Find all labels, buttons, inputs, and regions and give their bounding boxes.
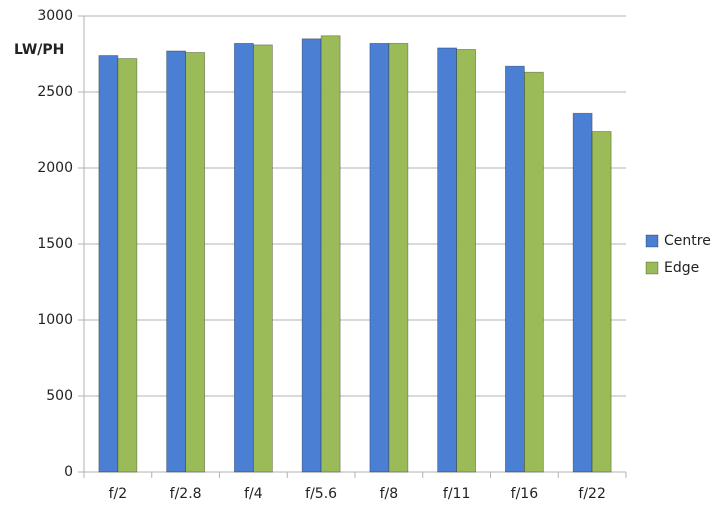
x-tick-label: f/8 — [380, 486, 399, 502]
bar — [185, 52, 206, 473]
x-tick-label: f/4 — [244, 486, 263, 502]
legend-swatch — [645, 261, 659, 275]
bar — [98, 55, 119, 473]
bar — [369, 42, 390, 473]
y-tick-label: 2500 — [37, 84, 73, 100]
x-tick-label: f/22 — [578, 486, 605, 502]
x-tick-label: f/5.6 — [305, 486, 337, 502]
legend-label: Edge — [664, 260, 699, 276]
bar — [166, 50, 187, 473]
x-tick-label: f/2.8 — [170, 486, 202, 502]
bar — [437, 47, 458, 473]
bar — [572, 112, 593, 473]
bar — [591, 131, 612, 473]
legend-label: Centre — [664, 233, 711, 249]
bar — [504, 65, 525, 473]
y-tick-label: 500 — [46, 388, 73, 404]
bar — [252, 44, 273, 473]
bar — [117, 58, 138, 473]
bar — [523, 71, 544, 473]
bar — [301, 38, 322, 473]
y-tick-label: 0 — [64, 464, 73, 480]
x-tick-label: f/16 — [511, 486, 539, 502]
y-tick-label: 2000 — [37, 160, 73, 176]
bar — [456, 49, 477, 473]
y-tick-label: 1000 — [37, 312, 73, 328]
bar — [320, 35, 341, 473]
y-axis-label: LW/PH — [14, 42, 64, 58]
x-tick-label: f/2 — [109, 486, 128, 502]
bar — [233, 42, 254, 473]
y-tick-label: 1500 — [37, 236, 73, 252]
bar — [388, 42, 409, 473]
legend-swatch — [645, 234, 659, 248]
y-tick-label: 3000 — [37, 8, 73, 24]
x-tick-label: f/11 — [443, 486, 470, 502]
